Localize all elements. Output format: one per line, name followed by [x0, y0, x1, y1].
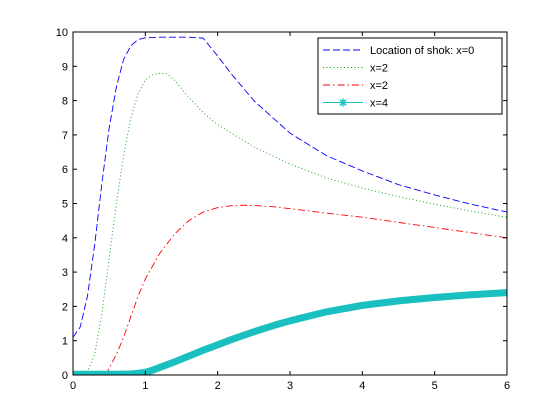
y-tick-label: 8 — [62, 96, 68, 108]
y-tick-label: 4 — [62, 233, 68, 245]
series-line-1 — [73, 36, 507, 338]
legend-star-marker — [339, 98, 347, 107]
series-line-4 — [73, 289, 507, 375]
x-tick-label: 0 — [70, 380, 76, 392]
x-tick-label: 1 — [142, 380, 148, 392]
x-tick-label: 2 — [215, 380, 221, 392]
y-tick-label: 6 — [62, 164, 68, 176]
y-tick-label: 0 — [62, 370, 68, 382]
x-tick-label: 6 — [504, 380, 510, 392]
y-tick-label: 7 — [62, 130, 68, 142]
y-tick-label: 10 — [56, 27, 68, 39]
series-line-2 — [80, 72, 507, 375]
legend-label-3: x=2 — [370, 80, 388, 92]
y-tick-label: 3 — [62, 267, 68, 279]
y-tick-label: 2 — [62, 301, 68, 313]
legend: Location of shok: x=0 x=2 x=2 x=4 — [317, 37, 503, 115]
x-tick-label: 3 — [287, 380, 293, 392]
axes: 0 1 2 3 4 5 6 0 1 2 3 4 5 6 7 8 9 10 — [56, 27, 510, 392]
y-tick-label: 1 — [62, 336, 68, 348]
series-group — [73, 36, 507, 375]
legend-box — [317, 37, 503, 115]
series-line-3 — [105, 204, 507, 375]
legend-label-2: x=2 — [370, 63, 388, 75]
x-tick-label: 4 — [359, 380, 365, 392]
x-tick-label: 5 — [432, 380, 438, 392]
legend-label-4: x=4 — [370, 98, 388, 110]
y-tick-label: 5 — [62, 199, 68, 211]
y-tick-label: 9 — [62, 61, 68, 73]
legend-label-1: Location of shok: x=0 — [370, 45, 474, 57]
